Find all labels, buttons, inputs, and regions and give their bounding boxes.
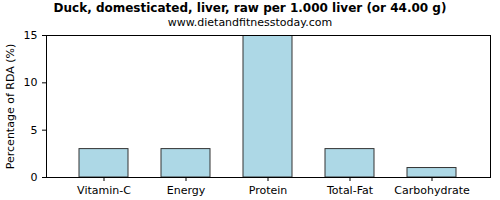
svg-text:0: 0 xyxy=(31,171,38,184)
svg-text:Total-Fat: Total-Fat xyxy=(326,184,374,197)
svg-text:10: 10 xyxy=(24,76,38,89)
svg-text:Percentage of RDA (%): Percentage of RDA (%) xyxy=(4,44,17,169)
svg-text:Energy: Energy xyxy=(167,184,206,197)
svg-text:Protein: Protein xyxy=(249,184,288,197)
svg-text:5: 5 xyxy=(31,124,38,137)
svg-text:15: 15 xyxy=(24,29,38,42)
html-text:www.dietandfitnesstoday.com: www.dietandfitnesstoday.com xyxy=(167,16,333,29)
svg-text:Carbohydrate: Carbohydrate xyxy=(394,184,470,197)
html-text:Duck, domesticated, liver, raw: Duck, domesticated, liver, raw per 1.000… xyxy=(53,1,447,15)
svg-text:Vitamin-C: Vitamin-C xyxy=(77,184,131,197)
